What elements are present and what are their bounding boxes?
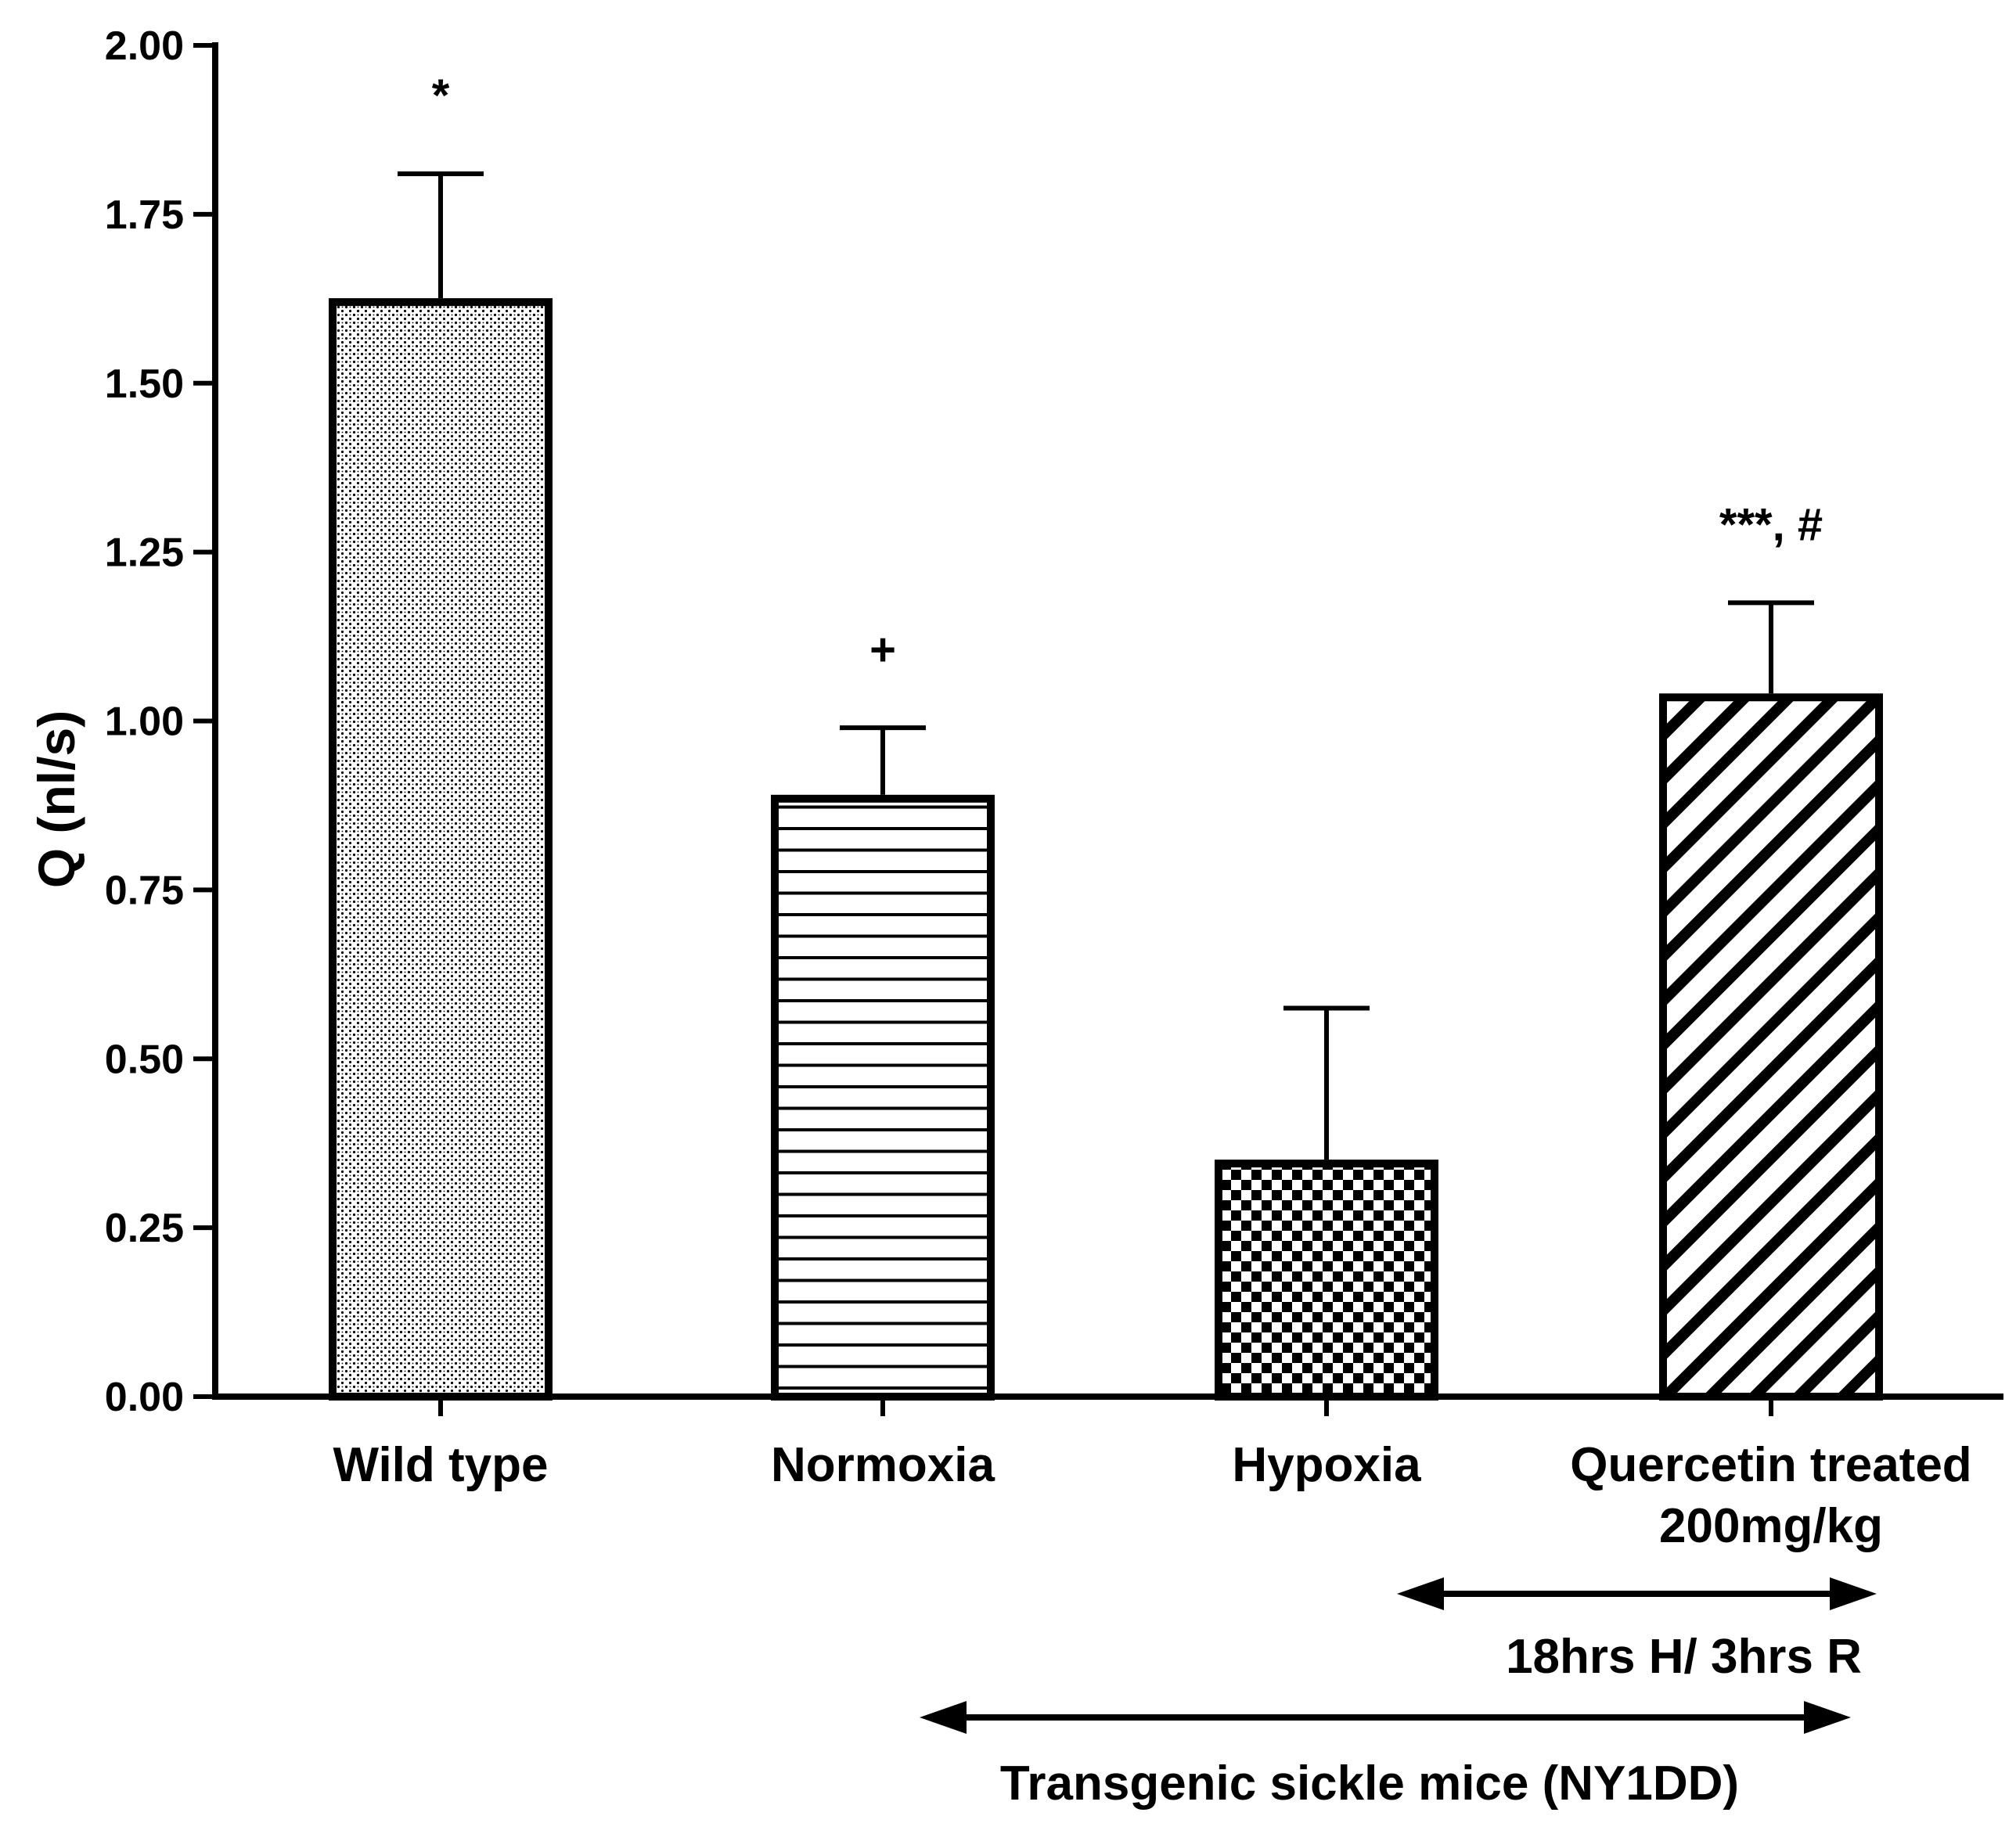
y-axis-title: Q (nl/s) (27, 710, 85, 888)
y-tick-label-0: 0.00 (105, 1375, 184, 1420)
bar-0 (329, 298, 553, 1401)
x-tick-label-3-1: 200mg/kg (1659, 1499, 1883, 1553)
bars-group (329, 171, 1883, 1401)
y-tick-label-7: 1.75 (105, 192, 184, 238)
range-label-1: Transgenic sickle mice (NY1DD) (1000, 1757, 1739, 1811)
range-arrowhead-left-0 (1397, 1577, 1444, 1610)
range-arrowhead-right-1 (1804, 1701, 1851, 1734)
significance-label-1: + (869, 624, 896, 675)
y-tick-label-6: 1.50 (105, 361, 184, 407)
y-tick-label-3: 0.75 (105, 868, 184, 913)
x-tick-label-2-0: Hypoxia (1232, 1438, 1421, 1492)
bar-3 (1659, 693, 1883, 1401)
bar-1 (771, 794, 995, 1401)
y-tick-label-5: 1.25 (105, 530, 184, 576)
x-tick-label-1-0: Normoxia (771, 1438, 995, 1492)
bar-2 (1215, 1160, 1438, 1401)
range-arrowhead-right-0 (1830, 1577, 1877, 1610)
x-tick-label-0-0: Wild type (333, 1438, 548, 1492)
y-tick-label-2: 0.50 (105, 1037, 184, 1082)
y-tick-label-1: 0.25 (105, 1206, 184, 1251)
significance-label-3: ***, # (1719, 499, 1823, 550)
axes-group (193, 42, 2003, 1734)
y-tick-label-4: 1.00 (105, 699, 184, 745)
significance-label-0: * (432, 70, 450, 121)
x-tick-label-3-0: Quercetin treated (1570, 1438, 1971, 1492)
range-label-0: 18hrs H/ 3hrs R (1506, 1630, 1862, 1684)
y-tick-label-8: 2.00 (105, 23, 184, 69)
range-arrowhead-left-1 (920, 1701, 967, 1734)
labels-group: * Wild type + Normoxia Hypoxia ***, # Querceti… (27, 23, 1972, 1811)
